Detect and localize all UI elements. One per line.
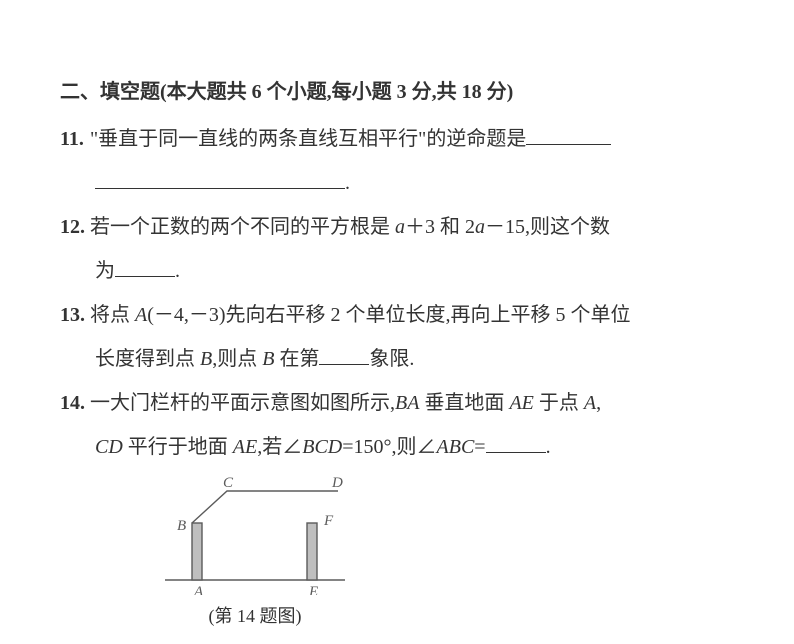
q13-text: 将点 A(－4,－3)先向右平移 2 个单位长度,再向上平移 5 个单位 — [90, 295, 734, 335]
question-13: 13. 将点 A(－4,－3)先向右平移 2 个单位长度,再向上平移 5 个单位 — [60, 295, 734, 335]
q14-AE1: AE — [509, 392, 533, 414]
q11-num: 11. — [60, 119, 90, 159]
q14-BA: BA — [395, 392, 419, 414]
q12-t1: 若一个正数的两个不同的平方根是 — [90, 216, 395, 238]
q14-t7: =150°,则∠ — [342, 436, 436, 458]
q13-line2: 长度得到点 B,则点 B 在第 象限. — [95, 339, 734, 379]
q14-t8: = — [474, 436, 485, 458]
q13-t2: (－4,－3)先向右平移 2 个单位长度,再向上平移 5 个单位 — [147, 304, 630, 326]
svg-text:C: C — [223, 475, 234, 491]
q13-ptA: A — [135, 304, 147, 326]
q12-t4: 为 — [95, 260, 115, 282]
q12-blank — [115, 259, 175, 277]
svg-text:B: B — [177, 518, 186, 534]
q13-t1: 将点 — [90, 304, 135, 326]
figure-14: A E B C D F (第 14 题图) — [160, 475, 734, 628]
q11-text: "垂直于同一直线的两条直线互相平行"的逆命题是 — [90, 119, 734, 159]
q14-t5: 平行于地面 — [123, 436, 233, 458]
question-12: 12. 若一个正数的两个不同的平方根是 a＋3 和 2a－15,则这个数 — [60, 207, 734, 247]
q13-t4: ,则点 — [212, 348, 262, 370]
q12-t3: －15,则这个数 — [485, 216, 610, 238]
q11-line2: . — [95, 163, 734, 203]
question-11: 11. "垂直于同一直线的两条直线互相平行"的逆命题是 — [60, 119, 734, 159]
q13-t5: 在第 — [279, 348, 319, 370]
question-14: 14. 一大门栏杆的平面示意图如图所示,BA 垂直地面 AE 于点 A, — [60, 383, 734, 423]
q14-line2: CD 平行于地面 AE,若∠BCD=150°,则∠ABC=. — [95, 427, 734, 467]
q14-t2: 垂直地面 — [419, 392, 509, 414]
q14-t6: ,若∠ — [257, 436, 302, 458]
q13-t3: 长度得到点 — [95, 348, 200, 370]
q14-ABC: ABC — [437, 436, 475, 458]
svg-text:F: F — [323, 513, 334, 529]
q14-text: 一大门栏杆的平面示意图如图所示,BA 垂直地面 AE 于点 A, — [90, 383, 734, 423]
q14-num: 14. — [60, 383, 90, 423]
q13-t6: 象限. — [369, 348, 414, 370]
svg-text:D: D — [331, 475, 343, 491]
q14-A: A — [584, 392, 596, 414]
q12-t2: ＋3 和 2 — [405, 216, 475, 238]
q14-BCD: BCD — [302, 436, 342, 458]
q14-CD: CD — [95, 436, 123, 458]
q11-line1: "垂直于同一直线的两条直线互相平行"的逆命题是 — [90, 128, 526, 150]
q11-blank1 — [526, 127, 611, 145]
section-header: 二、填空题(本大题共 6 个小题,每小题 3 分,共 18 分) — [60, 75, 734, 109]
q13-blank — [319, 347, 369, 365]
q14-t4: , — [596, 392, 601, 414]
q14-t1: 一大门栏杆的平面示意图如图所示, — [90, 392, 395, 414]
q14-t9: . — [546, 436, 551, 458]
q13-num: 13. — [60, 295, 90, 335]
q11-end: . — [345, 172, 350, 194]
q14-AE2: AE — [233, 436, 257, 458]
q12-var-a2: a — [475, 216, 485, 238]
q12-num: 12. — [60, 207, 90, 247]
q14-t3: 于点 — [534, 392, 584, 414]
q11-blank2 — [95, 171, 345, 189]
q12-t5: . — [175, 260, 180, 282]
q13-ptB: B — [200, 348, 212, 370]
q12-text: 若一个正数的两个不同的平方根是 a＋3 和 2a－15,则这个数 — [90, 207, 734, 247]
q14-blank — [486, 435, 546, 453]
q12-var-a1: a — [395, 216, 405, 238]
svg-text:A: A — [193, 584, 204, 595]
q12-line2: 为. — [95, 251, 734, 291]
q13-ptB2: B — [262, 348, 279, 370]
figure-14-svg: A E B C D F — [160, 475, 355, 595]
figure-14-caption: (第 14 题图) — [160, 602, 350, 628]
svg-text:E: E — [308, 584, 318, 595]
